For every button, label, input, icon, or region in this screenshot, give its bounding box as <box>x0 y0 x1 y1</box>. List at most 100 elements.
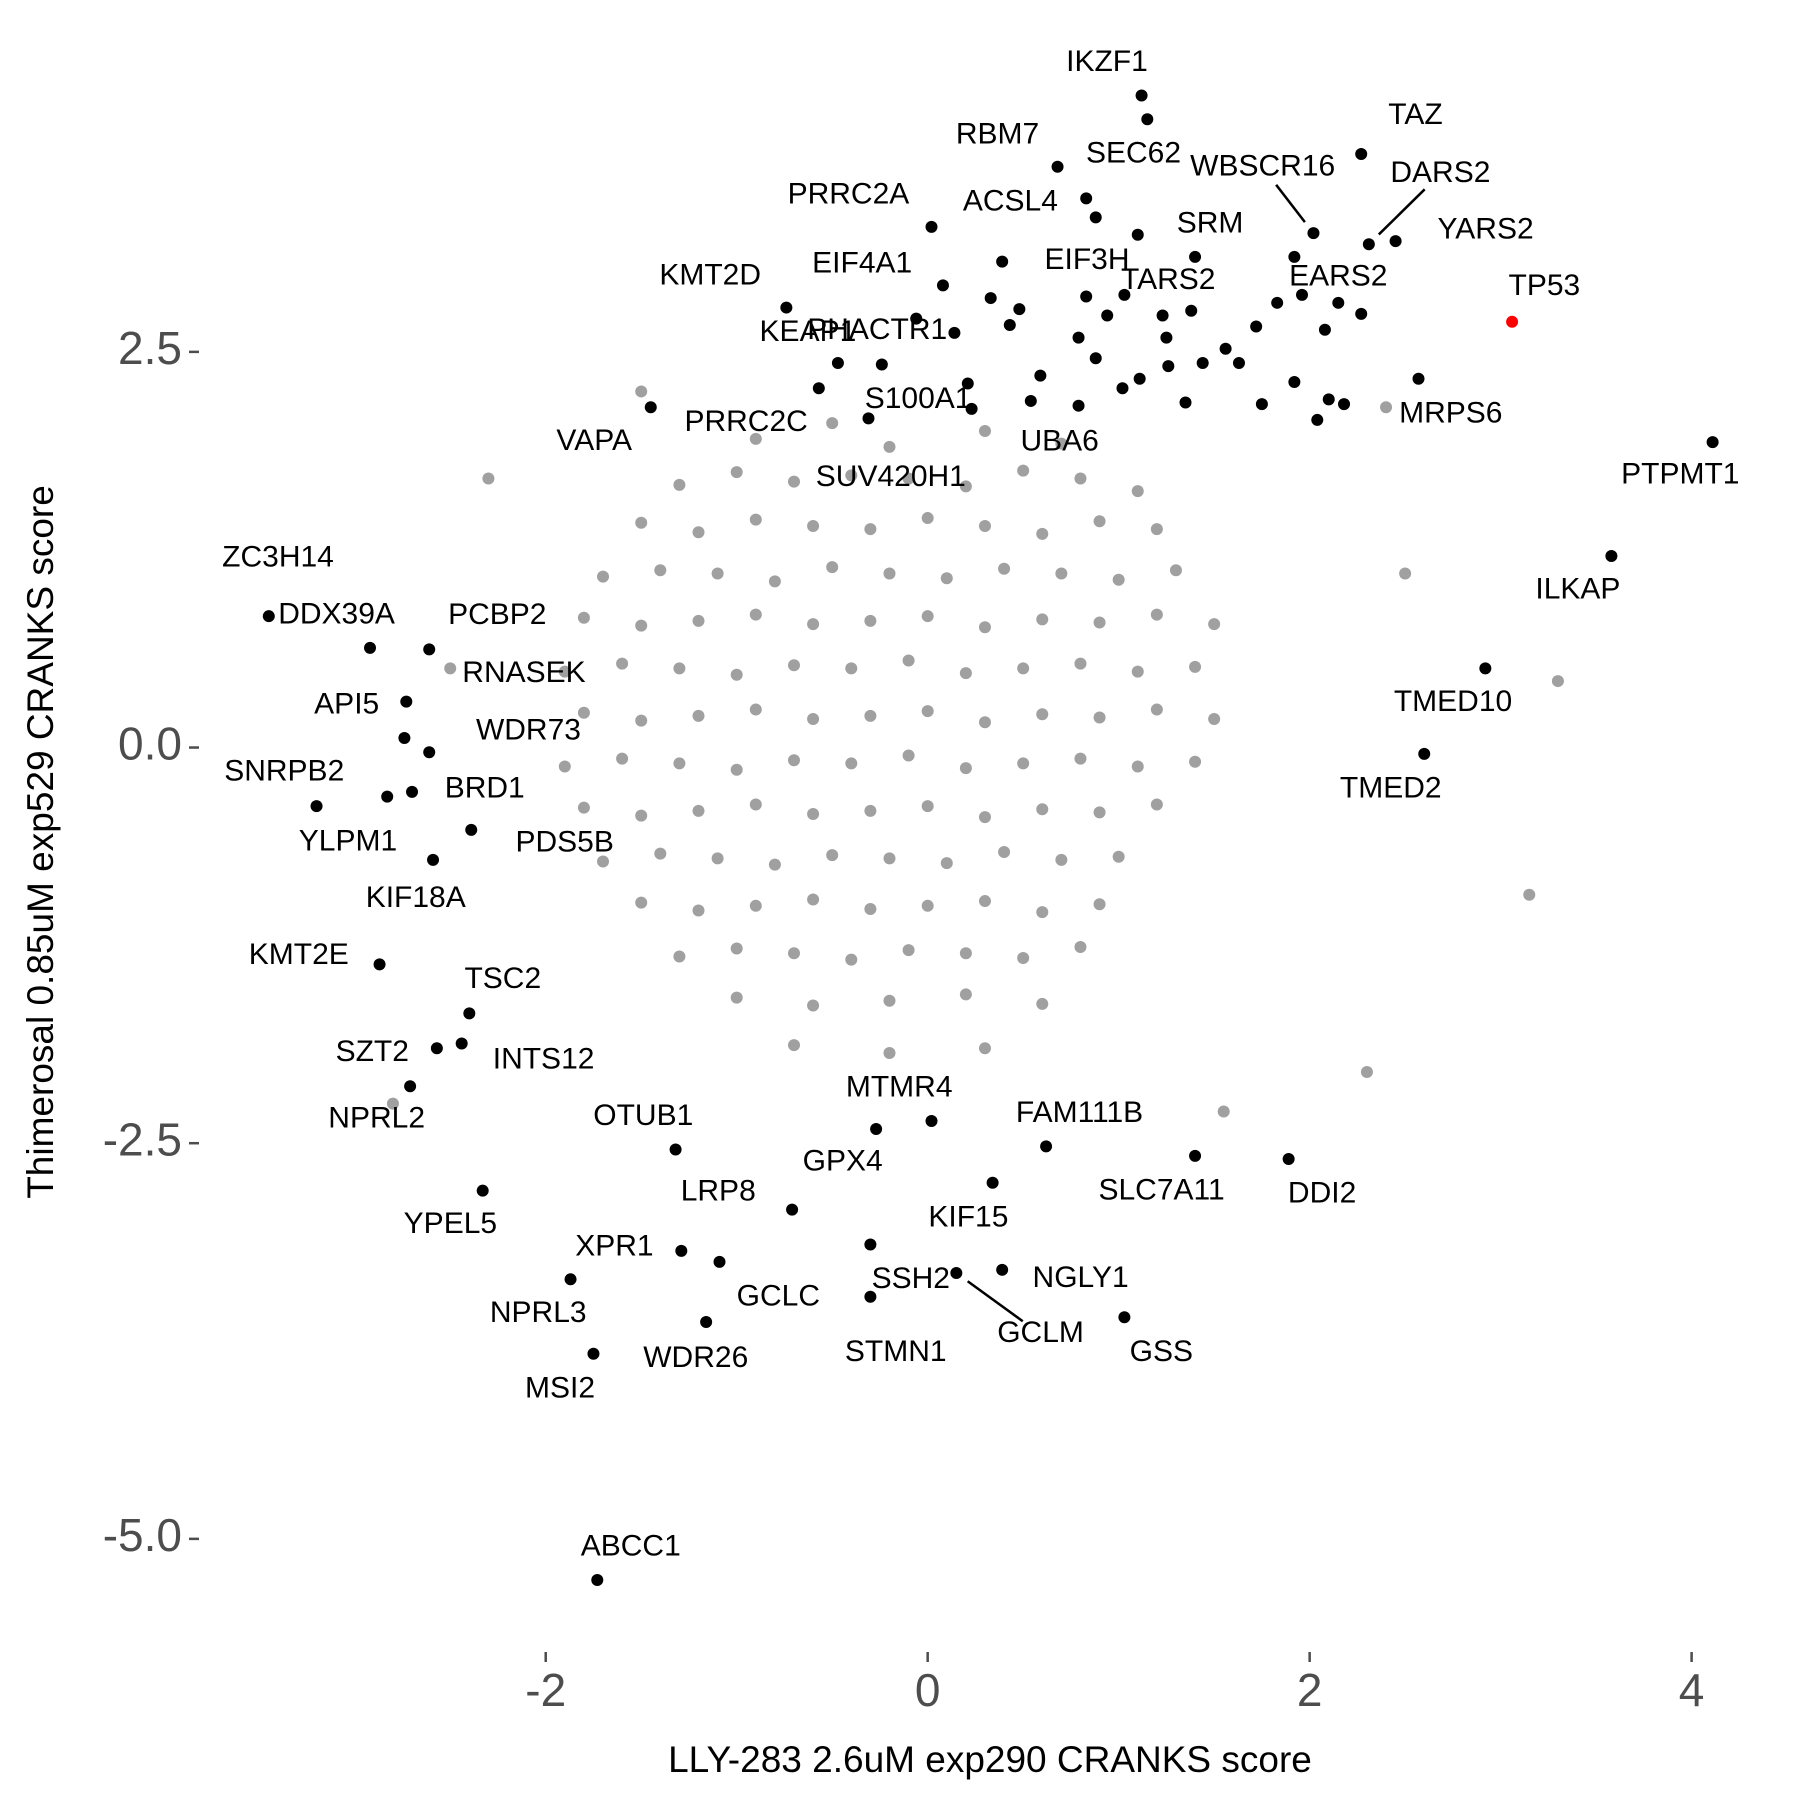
data-point <box>1024 394 1037 407</box>
data-point <box>1232 356 1245 369</box>
point-label: DDX39A <box>278 597 395 630</box>
data-point <box>883 1046 896 1059</box>
data-point <box>845 757 858 770</box>
y-tick-label: 2.5 <box>118 322 182 374</box>
point-label: TP53 <box>1509 269 1581 302</box>
data-point <box>692 804 705 817</box>
data-point <box>673 757 686 770</box>
data-point <box>950 1266 963 1279</box>
point-label: TAZ <box>1388 98 1442 131</box>
point-label: MTMR4 <box>846 1070 953 1103</box>
data-point <box>883 567 896 580</box>
data-point <box>862 412 875 425</box>
data-point <box>883 994 896 1007</box>
data-point <box>1551 675 1564 688</box>
data-point <box>1250 320 1263 333</box>
data-point <box>845 953 858 966</box>
point-label: STMN1 <box>845 1335 947 1368</box>
data-point <box>959 667 972 680</box>
point-label: YPEL5 <box>404 1207 497 1240</box>
data-point <box>1156 309 1169 322</box>
data-point <box>925 1115 938 1128</box>
data-point <box>1418 747 1431 760</box>
data-point <box>826 417 839 430</box>
data-point <box>787 1039 800 1052</box>
data-point <box>921 610 934 623</box>
data-point <box>1355 307 1368 320</box>
data-point <box>635 896 648 909</box>
data-point <box>463 1007 476 1020</box>
data-point <box>1131 665 1144 678</box>
point-label: OTUB1 <box>593 1099 693 1132</box>
data-point <box>948 326 961 339</box>
data-point <box>959 947 972 960</box>
data-point <box>1217 1105 1230 1118</box>
data-point <box>883 440 896 453</box>
data-point <box>1017 952 1030 965</box>
data-point <box>427 853 440 866</box>
data-point <box>870 1122 883 1135</box>
data-point <box>1355 148 1368 161</box>
data-point <box>1141 113 1154 126</box>
data-point <box>692 614 705 627</box>
data-point <box>1706 436 1719 449</box>
point-label: PTPMT1 <box>1621 457 1739 490</box>
point-label: WDR73 <box>476 713 581 746</box>
data-point <box>807 999 820 1012</box>
data-point <box>1072 399 1085 412</box>
data-point <box>996 1263 1009 1276</box>
data-point <box>978 425 991 438</box>
data-point <box>423 643 436 656</box>
x-tick-label: -2 <box>525 1664 566 1716</box>
data-point <box>864 902 877 915</box>
data-point <box>616 657 629 670</box>
data-point <box>1208 618 1221 631</box>
x-tick-label: 0 <box>915 1664 941 1716</box>
data-point <box>1135 89 1148 102</box>
leader-line <box>966 1280 1024 1323</box>
point-label: LRP8 <box>681 1174 756 1207</box>
point-label: SRM <box>1177 207 1244 240</box>
data-point <box>616 752 629 765</box>
point-label: ILKAP <box>1535 573 1620 606</box>
data-point <box>961 377 974 390</box>
data-point <box>1150 523 1163 536</box>
data-point <box>386 1097 399 1110</box>
data-point <box>577 706 590 719</box>
data-point <box>831 356 844 369</box>
data-point <box>1074 940 1087 953</box>
point-label: KIF18A <box>366 881 466 914</box>
data-point <box>730 466 743 479</box>
data-point <box>978 1042 991 1055</box>
data-point <box>1322 393 1335 406</box>
data-point <box>1150 703 1163 716</box>
point-label: EARS2 <box>1289 259 1387 292</box>
data-point <box>875 358 888 371</box>
data-point <box>984 292 997 305</box>
point-label: GSS <box>1130 1335 1193 1368</box>
data-point <box>998 562 1011 575</box>
data-point <box>1150 608 1163 621</box>
point-label: UBA6 <box>1020 424 1098 457</box>
point-label: PRRC2C <box>684 405 807 438</box>
data-point <box>711 852 724 865</box>
data-point <box>1150 798 1163 811</box>
data-point <box>807 618 820 631</box>
data-point <box>1089 352 1102 365</box>
point-label: TARS2 <box>1121 263 1215 296</box>
data-point <box>1208 713 1221 726</box>
data-point <box>978 895 991 908</box>
point-label: INTS12 <box>493 1043 595 1076</box>
data-point <box>807 808 820 821</box>
point-label: ABCC1 <box>581 1530 681 1563</box>
point-label: BRD1 <box>445 771 525 804</box>
data-point <box>1605 550 1618 563</box>
data-point <box>921 800 934 813</box>
data-point <box>1160 331 1173 344</box>
data-point <box>768 858 781 871</box>
point-label: TMED2 <box>1340 772 1442 805</box>
data-point <box>1399 567 1412 580</box>
point-label: DDI2 <box>1288 1177 1356 1210</box>
